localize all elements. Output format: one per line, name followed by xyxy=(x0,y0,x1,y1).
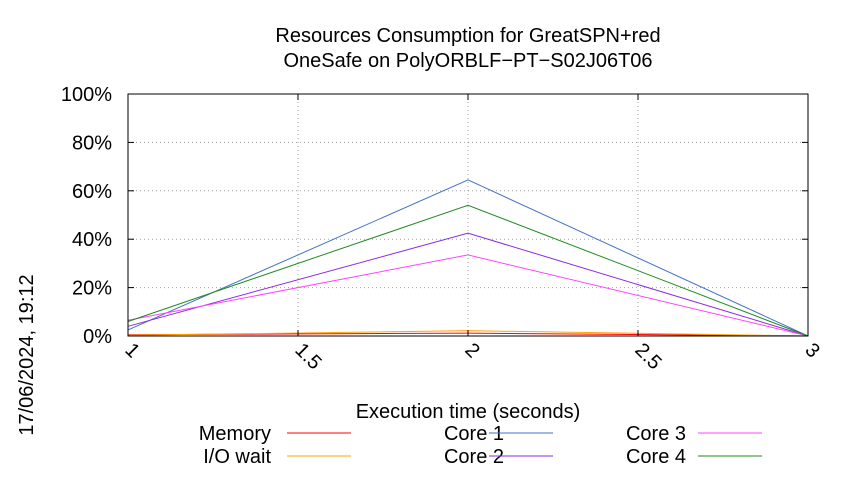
y-axis-ticks: 0% 20% 40% 60% 80% 100% xyxy=(61,84,808,348)
series-line-core-4 xyxy=(127,204,809,337)
legend-label-memory: Memory xyxy=(199,423,271,445)
legend-label-core-3: Core 3 xyxy=(626,423,686,445)
legend-label-core-2: Core 2 xyxy=(444,446,504,468)
x-tick-label: 2.5 xyxy=(630,339,665,374)
legend-label-i-o-wait: I/O wait xyxy=(203,446,271,468)
series-line-core-2 xyxy=(127,232,809,337)
chart-title-line-2: OneSafe on PolyORBLF−PT−S02J06T06 xyxy=(283,50,652,72)
legend-label-core-4: Core 4 xyxy=(626,446,686,468)
y-tick-label: 40% xyxy=(72,229,112,251)
series-line-core-1 xyxy=(127,179,809,337)
y-tick-label: 100% xyxy=(61,84,112,106)
x-tick-label: 1.5 xyxy=(290,339,325,374)
y-tick-label: 80% xyxy=(72,132,112,154)
grid-lines xyxy=(127,93,809,337)
x-tick-label: 1 xyxy=(120,339,143,362)
x-axis-label: Execution time (seconds) xyxy=(356,401,581,423)
y-tick-label: 20% xyxy=(72,278,112,300)
series-line-core-3 xyxy=(127,254,809,337)
y-tick-label: 0% xyxy=(83,326,112,348)
legend-label-core-1: Core 1 xyxy=(444,423,504,445)
chart-title-line-1: Resources Consumption for GreatSPN+red xyxy=(275,25,660,47)
chart-title: Resources Consumption for GreatSPN+red O… xyxy=(275,25,660,72)
series-lines xyxy=(127,179,809,337)
y-tick-label: 60% xyxy=(72,181,112,203)
x-tick-label: 3 xyxy=(800,339,823,362)
x-tick-label: 2 xyxy=(460,339,483,362)
timestamp-label: 17/06/2024, 19:12 xyxy=(16,274,38,435)
